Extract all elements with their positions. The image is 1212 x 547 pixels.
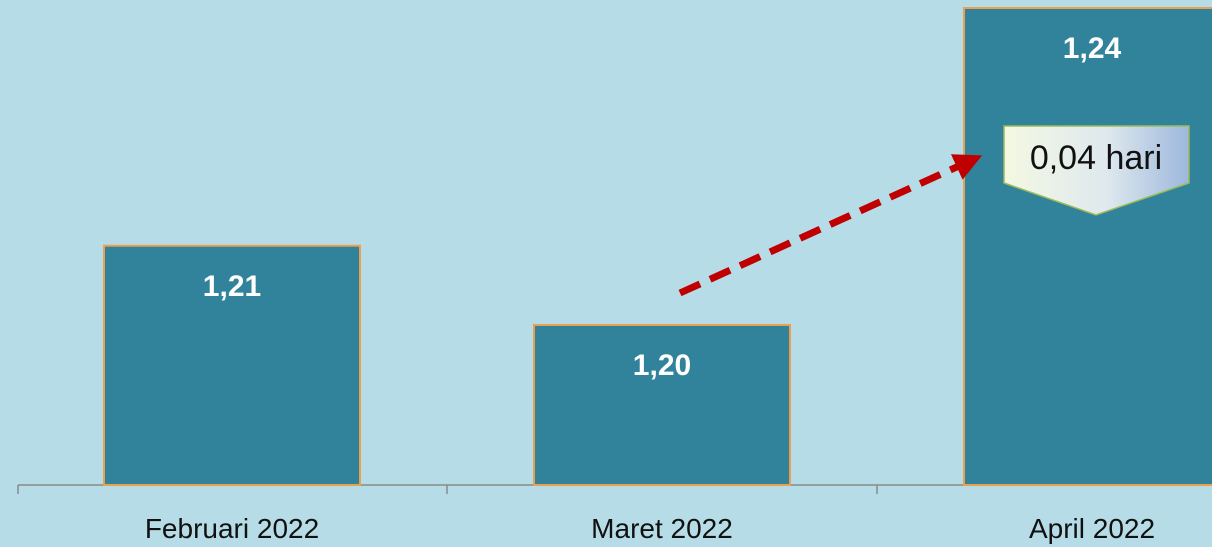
bar-1 [103,244,361,486]
value-labels-group: 1,21 1,20 1,24 [203,32,1122,382]
x-tick-label-1: Februari 2022 [145,513,319,544]
change-callout: 0,04 hari [1003,125,1190,216]
bar-2 [533,324,791,486]
x-tick-label-3: April 2022 [1029,513,1155,544]
increase-arrow [678,154,983,297]
data-label-3: 1,24 [1063,32,1122,65]
bars-group [103,7,1212,486]
callout-shape [1003,125,1190,216]
callout-text: 0,04 hari [1030,139,1162,177]
x-tick-label-2: Maret 2022 [591,513,733,544]
tick-labels-group: Februari 2022 Maret 2022 April 2022 [145,513,1155,544]
bar-3 [963,7,1212,486]
data-label-2: 1,20 [633,349,691,382]
data-label-1: 1,21 [203,270,261,303]
